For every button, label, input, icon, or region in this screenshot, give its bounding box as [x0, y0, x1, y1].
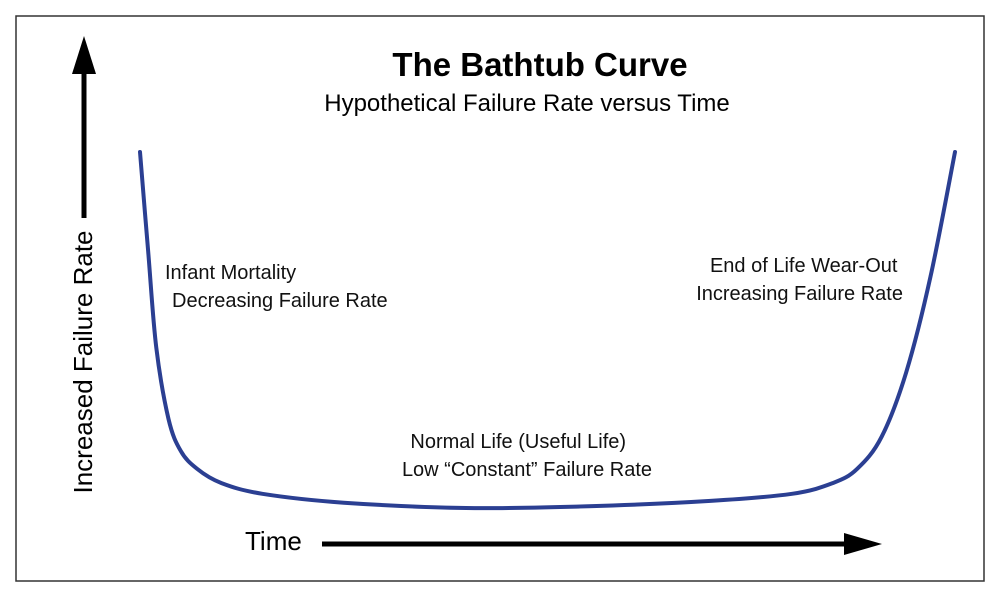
annotation-infant-mortality: Infant Mortality Decreasing Failure Rate: [165, 262, 388, 312]
chart-subtitle: Hypothetical Failure Rate versus Time: [324, 90, 730, 117]
x-axis-label: Time: [245, 526, 302, 556]
annotation-infant-mortality-line-2: Decreasing Failure Rate: [172, 290, 388, 312]
annotation-normal-life-line-2: Low “Constant” Failure Rate: [402, 459, 652, 481]
annotation-wear-out-line-1: End of Life Wear-Out: [710, 255, 898, 277]
annotation-wear-out-line-2: Increasing Failure Rate: [696, 283, 903, 305]
y-axis-label: Increased Failure Rate: [68, 230, 98, 493]
y-axis-arrow-head: [72, 36, 96, 74]
x-axis-arrow-head: [844, 533, 882, 555]
annotation-wear-out: End of Life Wear-Out Increasing Failure …: [696, 255, 903, 305]
series-line-bathtub: [138, 150, 957, 511]
annotation-infant-mortality-line-1: Infant Mortality: [165, 262, 296, 284]
annotation-normal-life-line-1: Normal Life (Useful Life): [410, 431, 626, 453]
chart-title: The Bathtub Curve: [392, 46, 687, 83]
annotation-normal-life: Normal Life (Useful Life) Low “Constant”…: [402, 431, 652, 481]
